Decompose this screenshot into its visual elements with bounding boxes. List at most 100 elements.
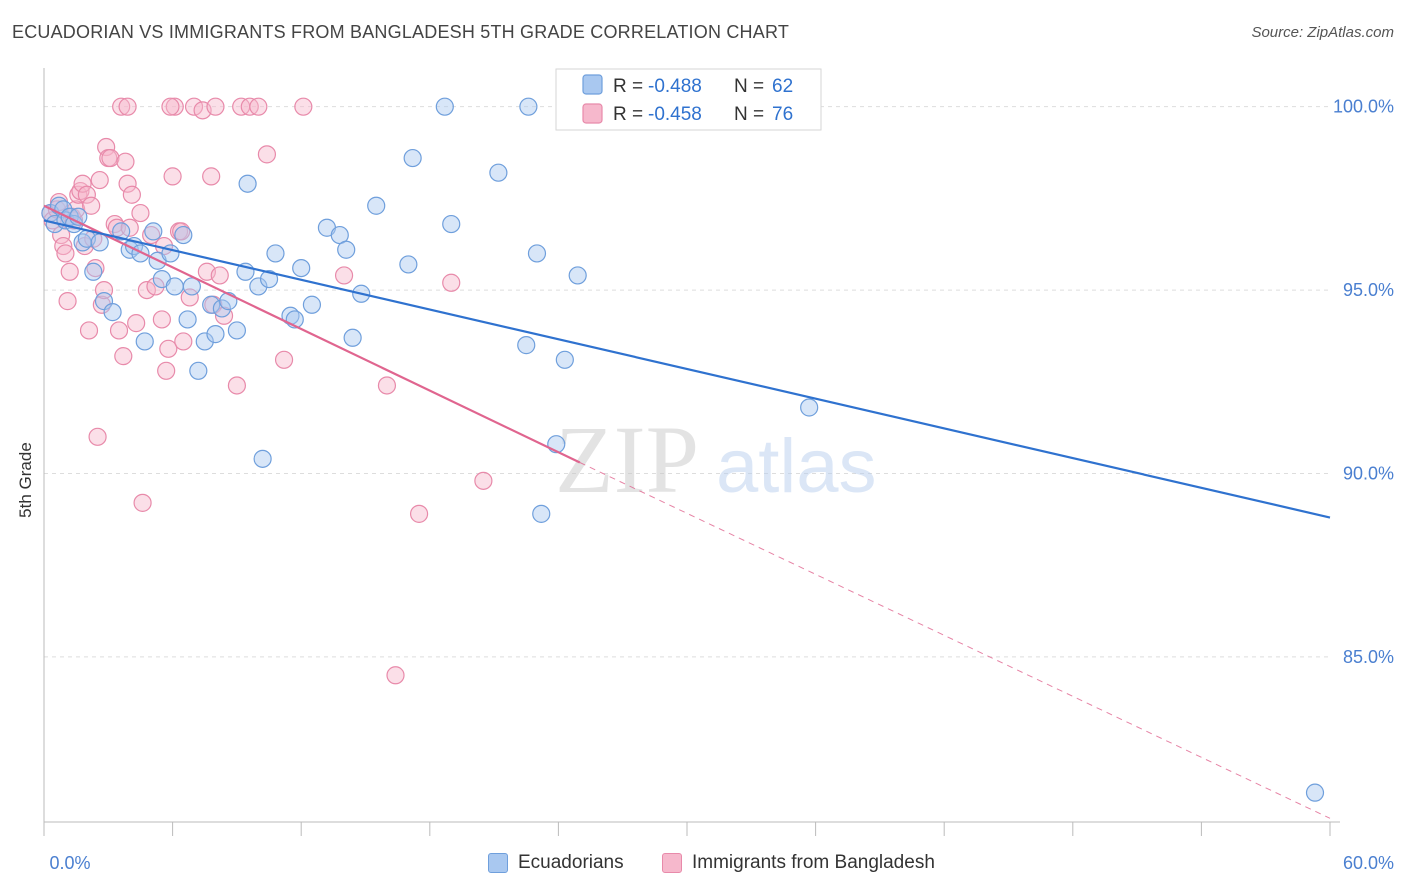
ecuadorian-point-61 [568, 266, 587, 285]
bangladesh-point-75 [206, 97, 225, 116]
bangladesh-point-45 [159, 339, 178, 358]
ecuadorian-point-39 [266, 244, 285, 263]
ecuadorian-point-13 [103, 303, 122, 322]
ecuadorian-point-49 [367, 196, 386, 215]
legend-n-label-1: N = [734, 76, 764, 97]
legend-item-ecuadorians: Ecuadorians [488, 852, 624, 874]
bangladesh-point-5 [54, 236, 73, 256]
bangladesh-swatch [662, 853, 682, 873]
bangladesh-point-71 [474, 471, 493, 490]
bangladesh-point-44 [157, 361, 176, 380]
bangladesh-point-65 [294, 97, 313, 116]
bangladesh-point-38 [133, 493, 152, 512]
x-tick-labels: 0.0% 60.0% [49, 853, 1394, 873]
ecuadorian-point-38 [259, 269, 279, 289]
bangladesh-point-35 [122, 185, 141, 204]
bangladesh-point-16 [77, 185, 96, 204]
axes [43, 68, 1340, 836]
ecuadorian-point-56 [519, 97, 538, 116]
bangladesh-trend-line [43, 204, 581, 464]
ecuadorian-point-55 [517, 336, 536, 355]
ecuadorian-point-47 [343, 328, 362, 347]
bangladesh-point-25 [97, 137, 116, 157]
y-tick-label-2: 95.0% [1343, 280, 1394, 300]
ecuadorian-point-43 [302, 295, 322, 314]
bangladesh-point-73 [118, 97, 137, 116]
bangladesh-point-72 [112, 97, 131, 116]
ecuadorian-point-54 [489, 163, 508, 182]
watermark-zip: ZIP [555, 406, 699, 513]
bangladesh-point-30 [109, 321, 129, 340]
ecuadorian-point-52 [435, 97, 454, 116]
bangladesh-point-21 [88, 427, 107, 446]
legend-label-bangladesh: Immigrants from Bangladesh [692, 852, 935, 873]
bangladesh-point-33 [118, 174, 137, 193]
ecuadorian-point-62 [800, 398, 819, 417]
ecuadorian-point-51 [403, 148, 422, 168]
legend-r-label-2: R = [613, 104, 643, 125]
y-axis-label-wrap: 5th Grade [16, 400, 40, 560]
ecuadorian-trend-line [43, 219, 1331, 519]
bangladesh-point-59 [227, 376, 246, 395]
ecuadorian-point-58 [532, 504, 551, 523]
y-tick-label-1: 90.0% [1343, 464, 1394, 484]
legend-r-value-2: -0.458 [648, 104, 702, 125]
ecuadorian-point-19 [144, 222, 163, 241]
source-credit: Source: ZipAtlas.com [1251, 24, 1394, 41]
bangladesh-point-22 [90, 170, 109, 190]
ecuadorian-point-30 [206, 325, 225, 344]
ecuadorian-point-57 [527, 244, 547, 263]
ecuadorian-point-46 [337, 240, 356, 259]
legend-n-label-2: N = [734, 104, 764, 125]
correlation-legend: R = -0.488 N = 62 R = -0.458 N = 76 [555, 68, 822, 131]
y-axis-label: 5th Grade [16, 442, 35, 518]
y-tick-label-0: 85.0% [1343, 647, 1394, 667]
bangladesh-point-17 [79, 321, 99, 340]
ecuadorian-point-50 [399, 255, 418, 274]
bangladesh-point-68 [386, 666, 405, 685]
bangladesh-point-58 [214, 306, 234, 325]
ecuadorian-point-60 [555, 350, 574, 369]
bangladesh-points [41, 97, 493, 685]
ecuadorians-swatch [488, 853, 508, 873]
bangladesh-point-7 [58, 292, 77, 311]
legend-r-value-1: -0.488 [648, 76, 702, 97]
ecuadorian-point-28 [195, 332, 214, 351]
ecuadorian-point-53 [442, 214, 461, 234]
watermark-atlas: atlas [716, 424, 877, 509]
ecuadorian-point-35 [238, 174, 257, 193]
legend-r-label-1: R = [613, 76, 643, 97]
bangladesh-point-8 [60, 262, 79, 281]
ecuadorian-point-63 [1305, 783, 1325, 802]
ecuadorian-points [41, 97, 1325, 802]
bangladesh-point-67 [377, 376, 397, 395]
bangladesh-point-14 [73, 174, 92, 193]
ecuadorian-point-33 [227, 321, 246, 340]
bangladesh-point-18 [82, 196, 101, 215]
bangladesh-point-70 [442, 273, 461, 292]
bangladesh-point-74 [161, 97, 180, 116]
watermark: ZIP atlas [555, 406, 877, 513]
ecuadorian-point-26 [182, 277, 201, 296]
bangladesh-point-6 [56, 244, 75, 263]
chart-title: ECUADORIAN VS IMMIGRANTS FROM BANGLADESH… [12, 22, 790, 42]
ecuadorian-point-31 [212, 299, 231, 318]
bangladesh-point-32 [116, 152, 135, 171]
bangladesh-point-64 [274, 350, 294, 369]
x-tick-label-1: 60.0% [1343, 853, 1394, 873]
ecuadorian-point-37 [253, 449, 272, 468]
ecuadorian-point-25 [178, 310, 197, 329]
x-tick-label-0: 0.0% [49, 853, 90, 873]
bangladesh-point-42 [152, 310, 171, 329]
ecuadorian-point-23 [165, 277, 184, 296]
bangladesh-point-11 [67, 200, 86, 219]
ecuadorian-point-27 [189, 361, 208, 380]
ecuadorian-point-24 [174, 225, 193, 245]
bangladesh-point-46 [163, 167, 182, 186]
ecuadorian-point-29 [202, 295, 221, 314]
ecuadorian-point-14 [112, 222, 131, 241]
legend-n-value-1: 62 [772, 76, 793, 97]
bangladesh-point-27 [101, 148, 120, 168]
ecuadorian-point-10 [84, 262, 103, 281]
